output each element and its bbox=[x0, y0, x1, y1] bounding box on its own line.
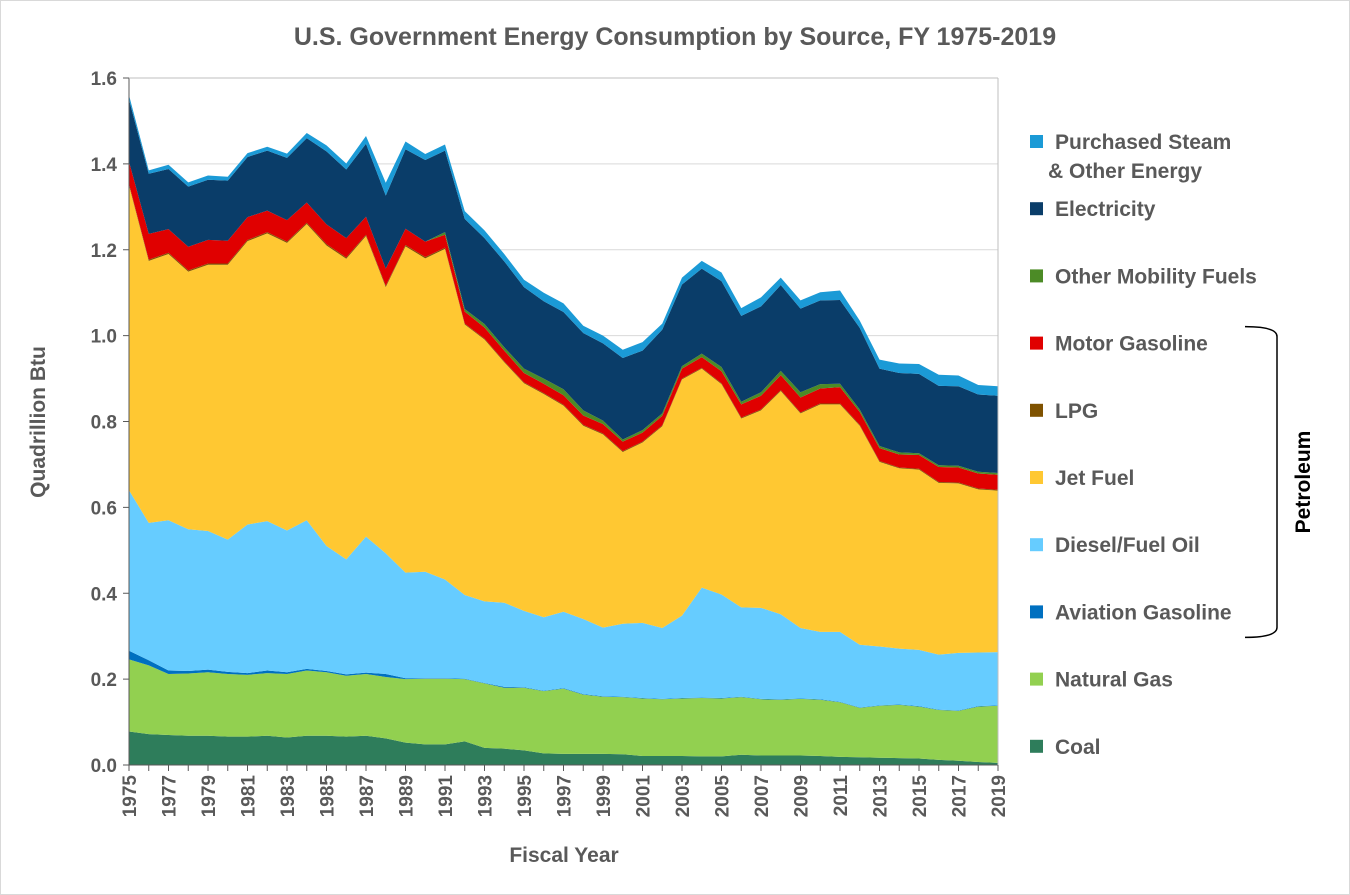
legend-label: Electricity bbox=[1055, 198, 1156, 221]
y-tick-label: 1.0 bbox=[91, 327, 117, 348]
x-tick-label: 1999 bbox=[594, 775, 615, 817]
area-diesel-fuel-oil bbox=[129, 490, 998, 711]
legend-item-lpg: LPG bbox=[1030, 400, 1098, 423]
legend-swatch bbox=[1030, 336, 1043, 350]
axes: 0.0 0.2 0.4 0.6 0.8 1.0 1.2 1.4 1.6 1975 1977 1979 1… bbox=[91, 69, 1010, 817]
x-tick-label: 1991 bbox=[436, 775, 457, 818]
chart-title: U.S. Government Energy Consumption by So… bbox=[294, 23, 1056, 51]
legend-label: Aviation Gasoline bbox=[1055, 601, 1232, 624]
x-tick-label: 1981 bbox=[239, 775, 260, 818]
legend-label: Other Mobility Fuels bbox=[1055, 265, 1257, 288]
legend-label: Diesel/Fuel Oil bbox=[1055, 534, 1200, 557]
legend-item-aviation-gasoline: Aviation Gasoline bbox=[1030, 601, 1232, 624]
legend-label: LPG bbox=[1055, 400, 1098, 423]
x-tick-label: 2001 bbox=[634, 775, 655, 818]
x-tick-label: 1979 bbox=[199, 775, 220, 817]
legend-item-natural-gas: Natural Gas bbox=[1030, 669, 1173, 692]
x-tick-label: 1983 bbox=[278, 775, 299, 817]
legend-swatch bbox=[1030, 202, 1043, 216]
y-tick-label: 0.8 bbox=[91, 413, 117, 434]
x-tick-label: 1997 bbox=[555, 775, 576, 817]
legend-label: Jet Fuel bbox=[1055, 467, 1134, 490]
legend-label: Purchased Steam bbox=[1055, 131, 1231, 154]
legend-item-purchased-steam-and-other-energy: Purchased Steam & Other Energy bbox=[1030, 131, 1231, 183]
legend-swatch bbox=[1030, 403, 1043, 417]
legend-item-electricity: Electricity bbox=[1030, 198, 1156, 221]
legend-item-jet-fuel: Jet Fuel bbox=[1030, 467, 1134, 490]
x-tick-label: 1975 bbox=[120, 775, 141, 818]
x-tick-label: 2007 bbox=[752, 775, 773, 817]
y-tick-label: 1.2 bbox=[91, 241, 117, 262]
x-tick-label: 2019 bbox=[989, 775, 1010, 817]
legend-swatch bbox=[1030, 135, 1043, 148]
x-axis-label: Fiscal Year bbox=[509, 844, 618, 867]
legend-item-other-mobility-fuels: Other Mobility Fuels bbox=[1030, 265, 1257, 288]
y-tick-label: 1.6 bbox=[91, 69, 117, 90]
x-tick-label: 2009 bbox=[792, 775, 813, 817]
y-axis-label: Quadrillion Btu bbox=[27, 346, 50, 498]
x-tick-label: 1977 bbox=[160, 775, 181, 817]
x-tick-label: 2011 bbox=[831, 775, 852, 817]
legend-swatch bbox=[1030, 605, 1043, 619]
legend: Purchased Steam & Other Energy Electricity… bbox=[1030, 131, 1257, 759]
legend-label: Natural Gas bbox=[1055, 669, 1173, 692]
area-jet-fuel bbox=[129, 185, 998, 655]
petroleum-bracket: Petroleum bbox=[1244, 325, 1315, 639]
area-motor-gasoline bbox=[129, 161, 998, 490]
x-tick-label: 1993 bbox=[476, 775, 497, 817]
legend-item-coal: Coal bbox=[1030, 736, 1101, 759]
y-tick-label: 0.2 bbox=[91, 670, 117, 691]
legend-label: & Other Energy bbox=[1048, 160, 1202, 183]
legend-swatch bbox=[1030, 672, 1043, 686]
area-electricity bbox=[129, 99, 998, 474]
x-tick-label: 1985 bbox=[318, 775, 339, 818]
legend-item-motor-gasoline: Motor Gasoline bbox=[1030, 333, 1208, 356]
legend-swatch bbox=[1030, 471, 1043, 484]
area-coal bbox=[129, 731, 998, 765]
bracket-line bbox=[1244, 325, 1278, 639]
area-purchased-steam-and-other-energy bbox=[129, 95, 998, 396]
legend-swatch bbox=[1030, 739, 1043, 753]
legend-label: Coal bbox=[1055, 736, 1101, 759]
y-tick-label: 0.6 bbox=[91, 498, 117, 519]
y-tick-label: 1.4 bbox=[91, 155, 118, 176]
bracket-label: Petroleum bbox=[1292, 431, 1315, 534]
legend-swatch bbox=[1030, 538, 1043, 552]
legend-item-diesel-fuel-oil: Diesel/Fuel Oil bbox=[1030, 534, 1200, 557]
x-tick-label: 1995 bbox=[515, 775, 536, 818]
legend-swatch bbox=[1030, 269, 1043, 283]
x-tick-label: 2015 bbox=[910, 775, 931, 818]
y-tick-label: 0.4 bbox=[91, 584, 118, 605]
x-tick-label: 1989 bbox=[397, 775, 418, 817]
x-tick-label: 2013 bbox=[871, 775, 892, 817]
area-series-group bbox=[129, 95, 998, 765]
y-tick-label: 0.0 bbox=[91, 756, 117, 777]
x-tick-label: 1987 bbox=[357, 775, 378, 817]
x-tick-label: 2003 bbox=[673, 775, 694, 817]
area-natural-gas bbox=[129, 659, 998, 763]
legend-label: Motor Gasoline bbox=[1055, 333, 1208, 356]
x-tick-label: 2017 bbox=[950, 775, 971, 817]
x-tick-label: 2005 bbox=[713, 775, 734, 818]
